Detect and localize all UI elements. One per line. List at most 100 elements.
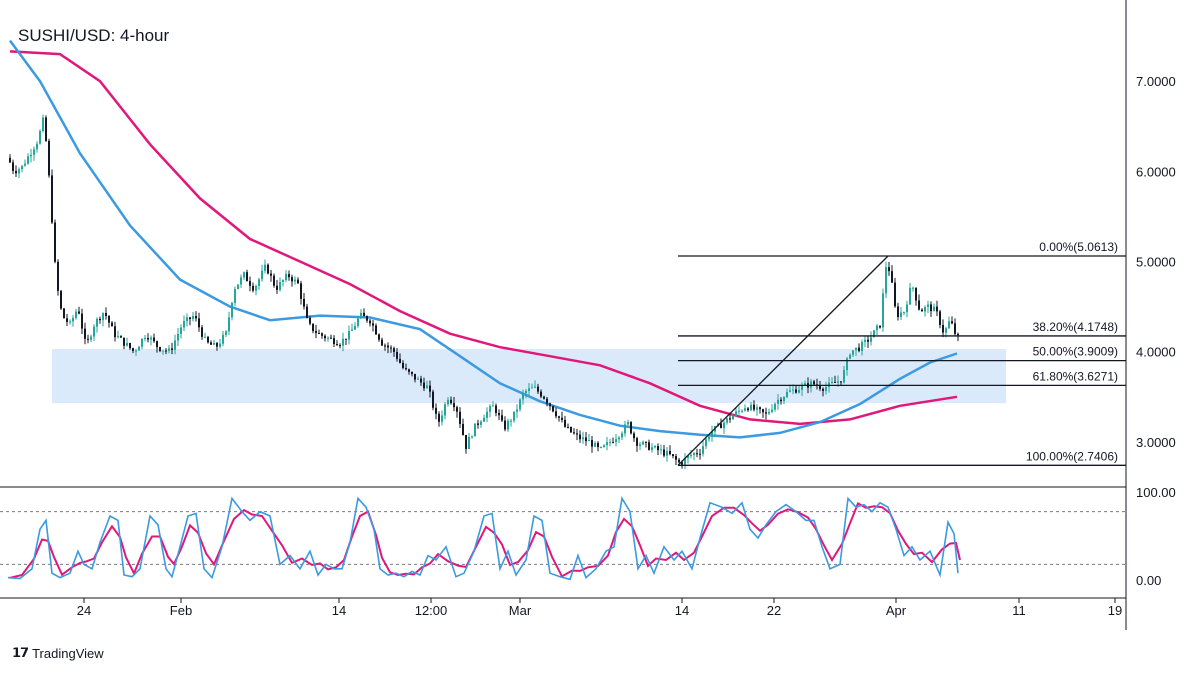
candle-body xyxy=(609,442,611,444)
fibonacci-retracement[interactable]: 0.00%(5.0613) 38.20%(4.1748) 50.00%(3.9009… xyxy=(677,240,1126,466)
candle-body xyxy=(309,317,311,324)
candle-body xyxy=(36,143,38,150)
candle-body xyxy=(168,348,170,351)
candle-body xyxy=(87,338,89,340)
candle-body xyxy=(267,264,269,274)
candle-body xyxy=(132,348,134,351)
candle-body xyxy=(273,275,275,286)
candle-body xyxy=(477,423,479,425)
candle-body xyxy=(291,277,293,282)
candle-body xyxy=(27,156,29,164)
candle-body xyxy=(681,462,683,465)
candle-body xyxy=(522,393,524,400)
candle-body xyxy=(921,309,923,312)
candle-body xyxy=(864,339,866,342)
candle-body xyxy=(426,385,428,389)
candle-body xyxy=(621,433,623,438)
candle-body xyxy=(69,321,71,323)
candle-body xyxy=(423,382,425,389)
candle-body xyxy=(720,423,722,429)
candle-body xyxy=(711,431,713,438)
candle-body xyxy=(264,264,266,271)
candle-body xyxy=(126,343,128,346)
candle-body xyxy=(486,411,488,418)
candle-body xyxy=(63,308,65,319)
candle-body xyxy=(861,341,863,351)
candle-body xyxy=(555,411,557,417)
candle-body xyxy=(336,344,338,346)
candle-body xyxy=(300,283,302,299)
candle-body xyxy=(351,329,353,332)
stochastic-reference-lines xyxy=(0,511,1126,565)
moving-average-fast-line xyxy=(8,39,958,439)
candle-body xyxy=(699,453,701,455)
branding[interactable]: 𝟭𝟳 TradingView xyxy=(12,645,104,661)
candle-body xyxy=(444,404,446,416)
candle-body xyxy=(912,287,914,289)
candle-body xyxy=(840,381,842,383)
candle-body xyxy=(294,279,296,282)
candle-body xyxy=(33,149,35,155)
candle-body xyxy=(480,421,482,425)
candle-body xyxy=(669,450,671,455)
time-axis[interactable]: 24 Feb 14 12:00 Mar 14 22 Apr 11 19 xyxy=(77,598,1122,618)
candle-body xyxy=(723,422,725,429)
candle-body xyxy=(501,415,503,421)
candle-body xyxy=(333,338,335,345)
candle-body xyxy=(594,442,596,447)
fib-level-label: 100.00%(2.7406) xyxy=(1026,449,1118,463)
candle-body xyxy=(570,426,572,433)
candle-body xyxy=(855,347,857,351)
candle-body xyxy=(777,399,779,404)
candle-body xyxy=(660,449,662,451)
price-tick-label: 5.0000 xyxy=(1136,255,1176,270)
candle-body xyxy=(57,261,59,291)
candle-body xyxy=(729,418,731,420)
fib-level-label: 0.00%(5.0613) xyxy=(1039,240,1118,254)
stochastic-axis[interactable]: 100.00 0.00 xyxy=(1136,485,1176,588)
candle-body xyxy=(657,446,659,451)
candle-body xyxy=(786,391,788,398)
candle-body xyxy=(60,290,62,309)
candle-body xyxy=(774,403,776,410)
candle-body xyxy=(624,424,626,434)
candle-body xyxy=(327,337,329,339)
candle-body xyxy=(42,117,44,132)
candle-body xyxy=(945,328,947,333)
candle-body xyxy=(528,388,530,391)
candle-body xyxy=(99,318,101,321)
candle-body xyxy=(873,330,875,338)
candle-body xyxy=(663,449,665,456)
candle-body xyxy=(495,405,497,414)
candle-body xyxy=(933,306,935,312)
candle-body xyxy=(882,293,884,328)
candle-body xyxy=(462,423,464,435)
candle-body xyxy=(735,411,737,416)
candle-body xyxy=(759,407,761,410)
candle-body xyxy=(12,162,14,171)
candle-body xyxy=(546,398,548,404)
candle-body xyxy=(141,338,143,347)
candle-body xyxy=(831,381,833,383)
price-axis[interactable]: 7.0000 6.0000 5.0000 4.0000 3.0000 xyxy=(1136,74,1176,450)
candle-body xyxy=(123,337,125,346)
candle-body xyxy=(369,320,371,324)
candle-body xyxy=(396,351,398,359)
candle-body xyxy=(384,345,386,347)
candle-body xyxy=(672,454,674,457)
time-tick-label: 22 xyxy=(767,603,781,618)
candle-body xyxy=(630,421,632,434)
candle-body xyxy=(825,387,827,391)
candle-body xyxy=(804,383,806,386)
candle-body xyxy=(738,410,740,412)
candle-body xyxy=(768,411,770,414)
candle-body xyxy=(456,407,458,412)
candle-body xyxy=(783,397,785,402)
candle-body xyxy=(597,442,599,448)
candle-body xyxy=(201,327,203,337)
candle-body xyxy=(678,459,680,463)
candle-body xyxy=(258,279,260,286)
candle-body xyxy=(342,338,344,346)
candle-body xyxy=(750,404,752,411)
